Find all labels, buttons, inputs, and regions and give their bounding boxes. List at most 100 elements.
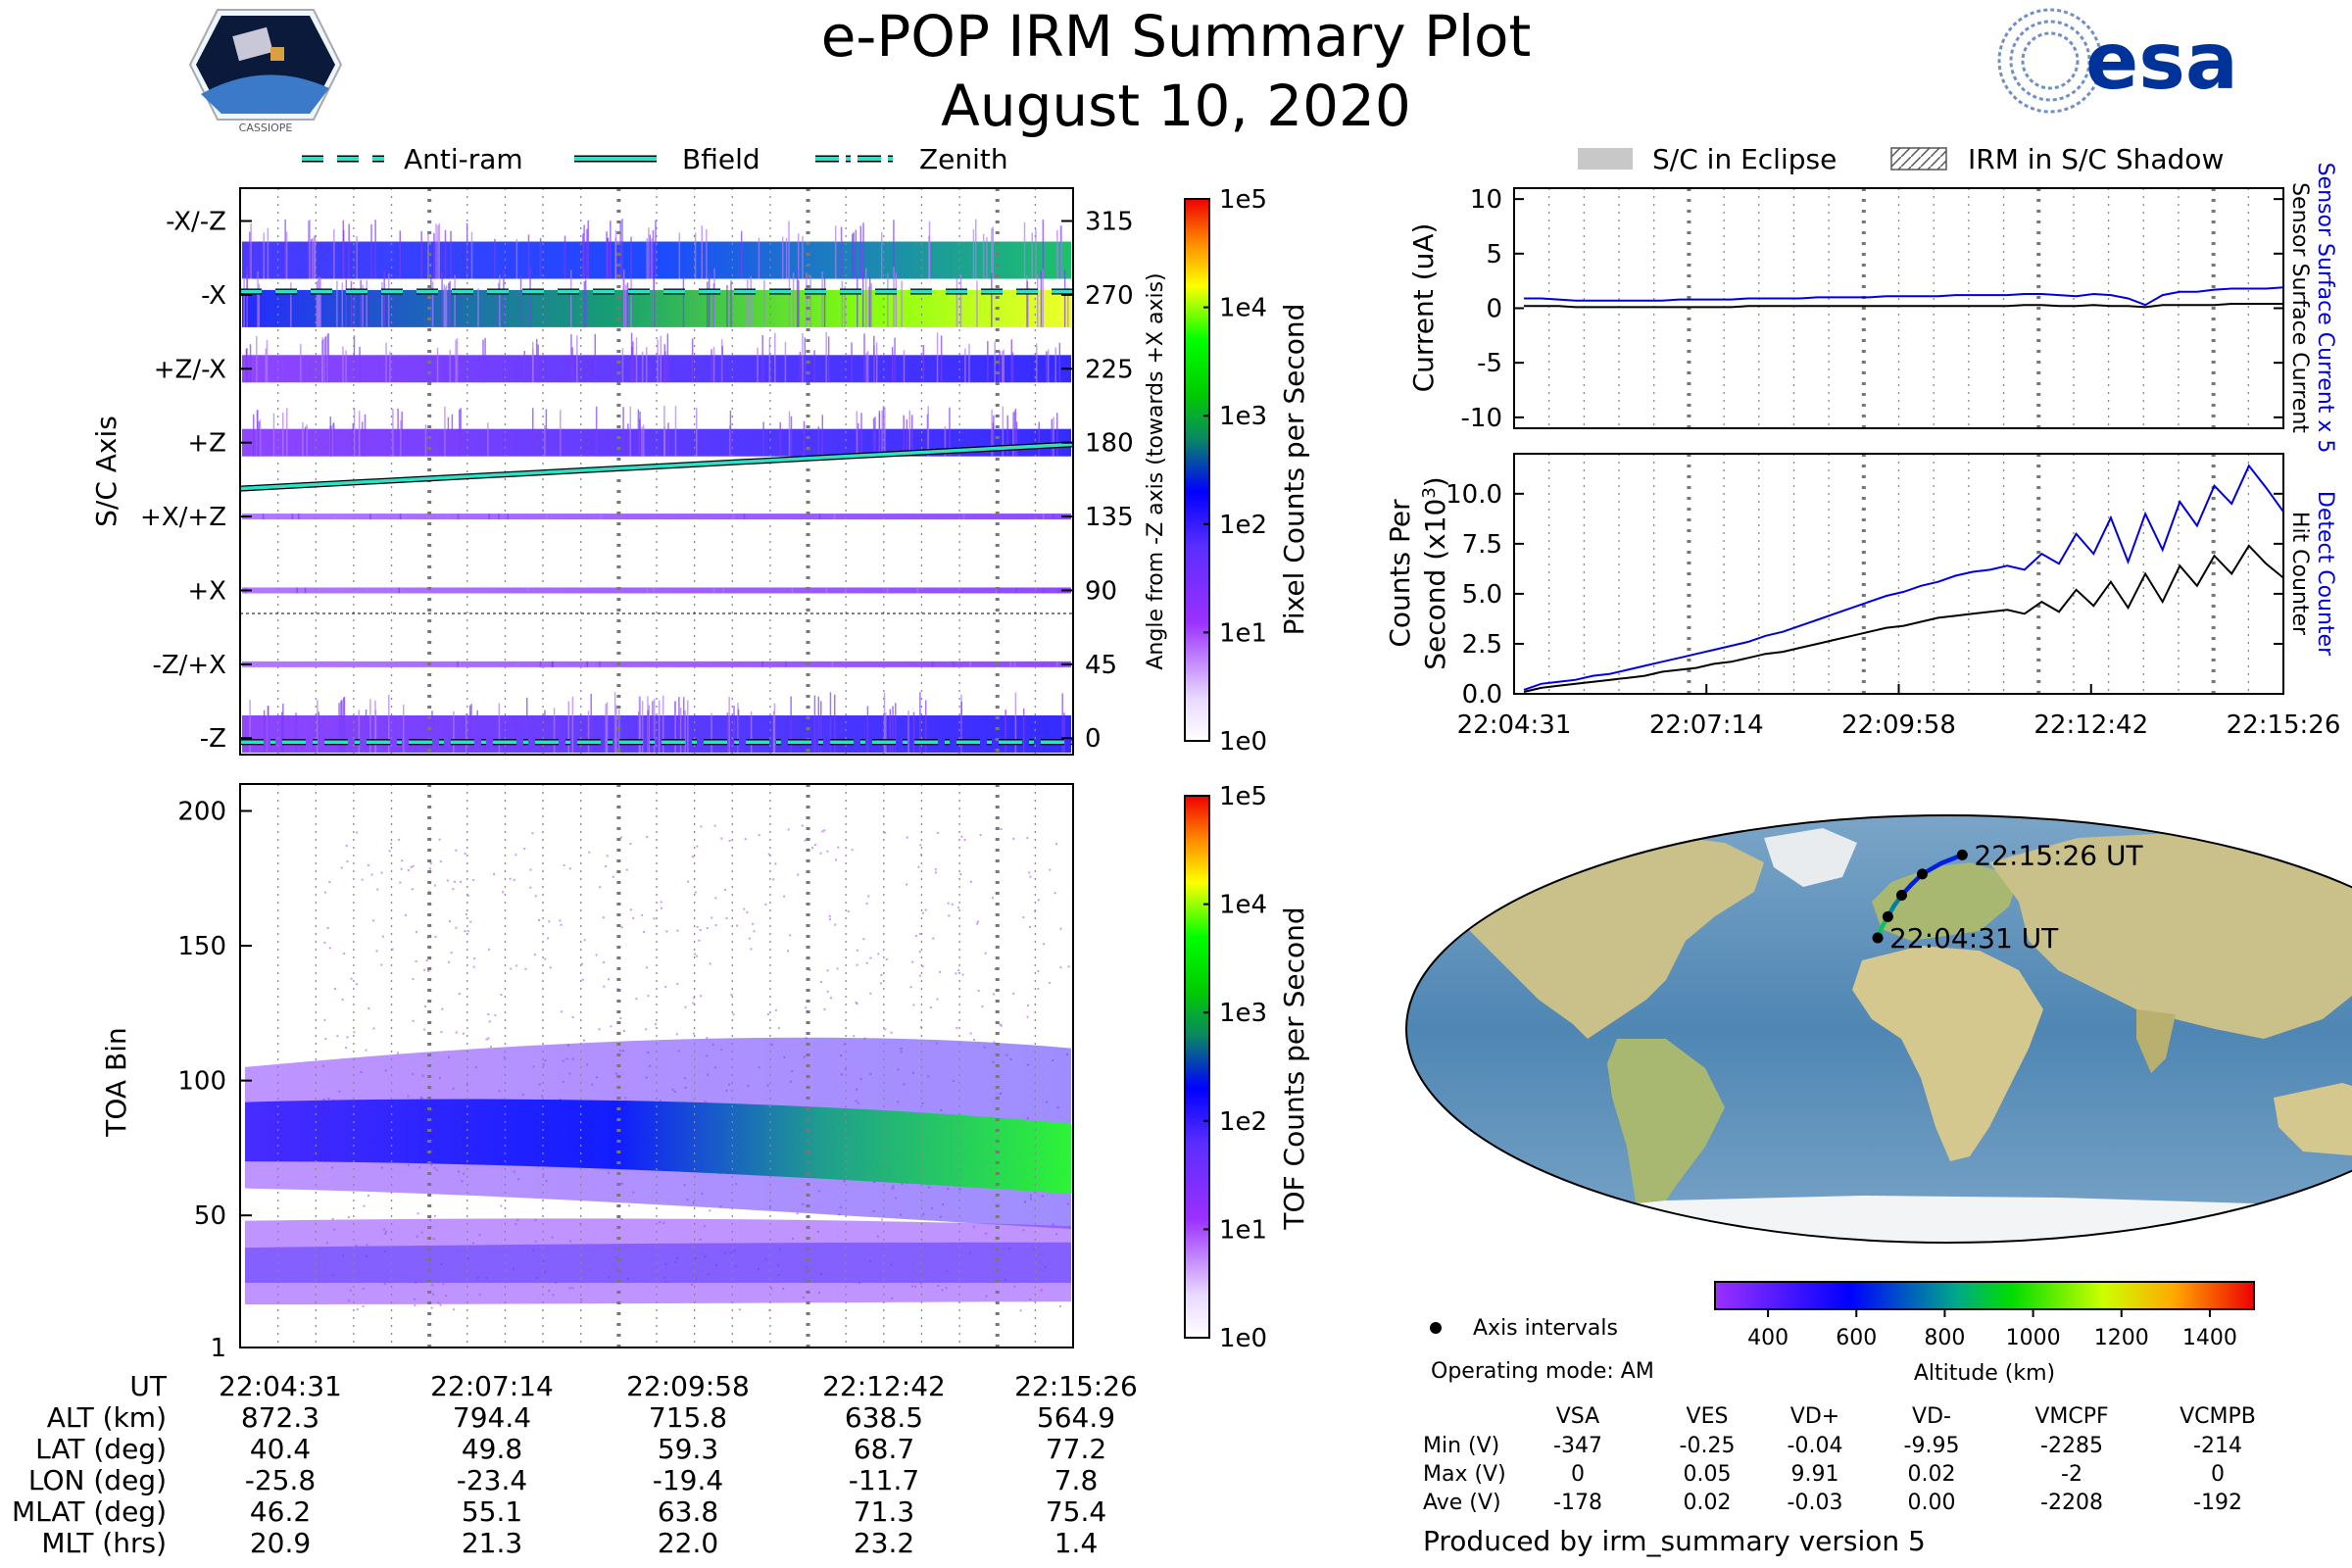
colorbar-tick-label: 1e0 — [1219, 1324, 1267, 1353]
tof-speckle — [400, 867, 403, 870]
tof-speckle — [433, 1214, 436, 1217]
tof-speckle — [583, 939, 586, 942]
tof-speckle — [380, 963, 383, 966]
time-tick-label: 22:07:14 — [1649, 710, 1764, 740]
tof-speckle — [560, 923, 563, 926]
tof-speckle — [641, 913, 644, 916]
tof-speckle — [764, 903, 767, 906]
tof-speckle — [709, 962, 711, 965]
tof-speckle — [568, 867, 571, 870]
tof-speckle — [934, 871, 937, 874]
colorbar-tick-label: 1e1 — [1219, 1215, 1267, 1245]
track-end-label: 22:15:26 UT — [1974, 839, 2143, 871]
ephemeris-cell: 638.5 — [845, 1401, 923, 1434]
tof-speckle — [368, 1007, 370, 1010]
tof-speckle — [412, 864, 415, 867]
tof-speckle — [853, 1035, 856, 1038]
voltage-cell: 0.02 — [1908, 1462, 1956, 1487]
tof-speckle — [801, 824, 804, 827]
ephemeris-cell: 564.9 — [1037, 1401, 1115, 1434]
colorbar-tick-label: 1e5 — [1219, 185, 1267, 215]
tof-speckle — [487, 1037, 490, 1040]
axis-interval-marker — [1430, 1322, 1442, 1334]
tof-speckle — [502, 891, 505, 894]
tof-speckle — [963, 838, 966, 841]
tof-lower-core — [245, 1242, 1071, 1283]
tof-speckle — [919, 844, 922, 847]
colorbar-tick-label: 1e3 — [1219, 402, 1267, 431]
altitude-tick-label: 1200 — [2094, 1326, 2149, 1350]
tof-speckle — [412, 978, 415, 981]
altitude-tick-label: 1400 — [2182, 1326, 2237, 1350]
tof-speckle — [346, 1036, 349, 1039]
tof-y-tick-label: 100 — [177, 1067, 226, 1097]
tof-speckle — [571, 1015, 574, 1018]
ephemeris-row-label: MLAT (deg) — [12, 1495, 167, 1528]
voltage-cell: -192 — [2193, 1491, 2242, 1515]
tof-speckle — [599, 886, 602, 889]
tof-speckle — [992, 993, 995, 996]
current-axis-label: Current (uA) — [1407, 223, 1440, 393]
tof-speckle — [993, 1041, 996, 1044]
line-panel-y-label: 0 — [1486, 295, 1502, 324]
tof-speckle — [736, 924, 739, 927]
tof-speckle — [323, 891, 326, 894]
tof-frame — [239, 783, 1074, 1348]
ephemeris-cell: -19.4 — [653, 1464, 723, 1496]
ephemeris-cell: 68.7 — [854, 1433, 914, 1465]
pixel-y-label: +X — [187, 576, 226, 606]
tof-speckle — [919, 974, 922, 977]
tof-speckle — [1037, 988, 1040, 991]
voltage-cell: 0 — [1571, 1462, 1585, 1487]
tof-time-gridlines — [276, 784, 1037, 1348]
tof-speckle — [355, 983, 358, 986]
antarctica — [1421, 1196, 2352, 1243]
ephemeris-cell: 71.3 — [854, 1495, 914, 1528]
tof-speckle — [1022, 916, 1025, 919]
ephemeris-row-label: ALT (km) — [47, 1401, 167, 1434]
tof-speckle — [485, 1038, 488, 1041]
angle-tick-label: 270 — [1085, 281, 1134, 311]
tof-speckle — [605, 864, 608, 867]
tof-speckle — [787, 828, 790, 831]
tof-speckle — [513, 878, 515, 881]
tof-speckle — [917, 865, 920, 868]
tof-speckle — [921, 965, 924, 968]
tof-speckle — [706, 927, 709, 930]
tof-speckle — [828, 918, 831, 921]
tof-speckle — [598, 1028, 601, 1031]
tof-speckle — [493, 873, 496, 876]
colorbar-tick-label: 1e2 — [1219, 1107, 1267, 1137]
tof-speckle — [323, 941, 326, 944]
tof-speckle — [466, 930, 469, 933]
tof-speckle — [1037, 899, 1040, 902]
tof-speckle — [372, 1027, 375, 1030]
tof-speckle — [646, 835, 649, 838]
tof-speckle — [836, 967, 839, 970]
tof-speckle — [356, 831, 359, 834]
tof-speckle — [331, 1217, 334, 1220]
voltage-cell: -214 — [2193, 1434, 2242, 1458]
tof-speckle — [961, 973, 964, 976]
tof-speckle — [423, 1028, 426, 1031]
tof-speckle — [797, 873, 800, 876]
tof-speckle — [999, 1023, 1002, 1026]
tof-speckle — [1054, 892, 1056, 895]
axis-intervals-label: Axis intervals — [1473, 1316, 1618, 1341]
ephemeris-cell: 22:07:14 — [430, 1370, 554, 1402]
tof-speckle — [529, 868, 532, 871]
tof-speckle — [777, 1027, 780, 1030]
tof-speckle — [687, 880, 690, 883]
tof-speckle — [977, 920, 980, 923]
tof-speckle — [632, 916, 635, 919]
tof-speckle — [921, 911, 924, 914]
tof-speckle — [851, 849, 854, 852]
tof-y-tick-label: 1 — [210, 1334, 226, 1363]
figure-title: e-POP IRM Summary Plot — [821, 3, 1532, 70]
esa-logo: esa — [1997, 8, 2238, 114]
world-map: 22:15:26 UT 22:04:31 UT — [1405, 814, 2352, 1244]
tof-speckle — [774, 862, 777, 865]
tof-y-ticks: 200 150 100 50 1 — [177, 798, 252, 1363]
tof-speckle — [401, 859, 404, 862]
tof-speckle — [340, 866, 343, 869]
